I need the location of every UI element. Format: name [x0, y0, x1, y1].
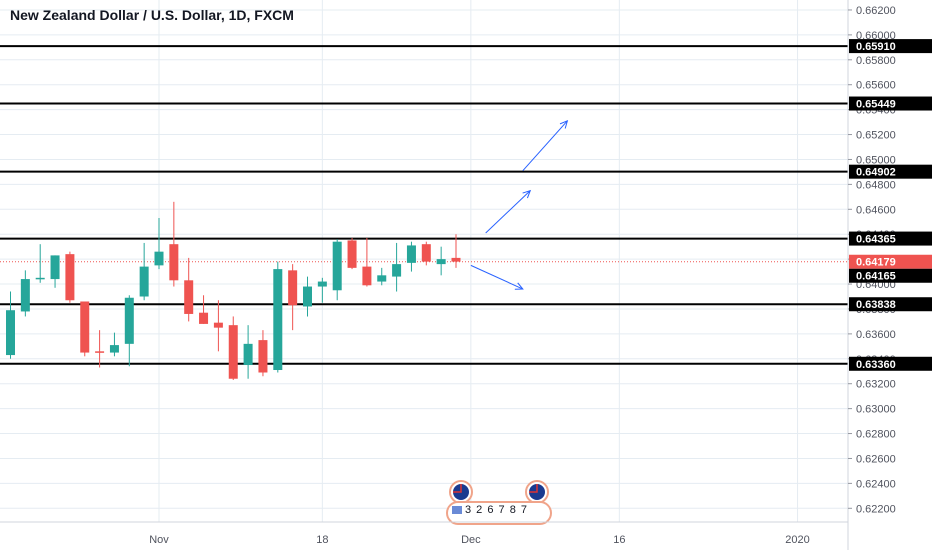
level-price-label-box: [849, 297, 932, 312]
candle-body: [243, 343, 253, 366]
candle-body: [303, 286, 312, 307]
projection-arrow-head: [522, 189, 532, 199]
candle-body: [50, 255, 60, 280]
projection-arrow-shaft: [522, 120, 568, 172]
candle-body: [154, 251, 164, 266]
y-tick-label: 0.62600: [856, 453, 896, 465]
event-counter-pill: [446, 501, 552, 525]
candle-body: [362, 266, 372, 286]
candle-body: [109, 345, 119, 353]
candle-body: [139, 266, 149, 297]
x-tick-label: 16: [613, 534, 625, 546]
y-tick-label: 0.65200: [856, 130, 896, 142]
projection-arrow-shaft: [485, 190, 531, 234]
last-price-label-box: [849, 254, 932, 269]
last-price-label: 0.64179: [856, 257, 896, 269]
level-price-label-box: [849, 39, 932, 54]
y-tick-label: 0.62400: [856, 478, 896, 490]
level-price-label: 0.63838: [856, 299, 896, 311]
y-tick-label: 0.63600: [856, 329, 896, 341]
candle-body: [80, 301, 90, 353]
event-flag-cross: [453, 484, 462, 493]
level-price-label-box: [849, 96, 932, 111]
x-tick-label: Dec: [461, 534, 481, 546]
y-tick-label: 0.62200: [856, 503, 896, 515]
candle-body: [124, 297, 134, 344]
candle-body: [184, 280, 194, 314]
calendar-icon: [452, 506, 462, 514]
y-tick-label: 0.64600: [856, 204, 896, 216]
candle-body: [392, 264, 402, 277]
candle-body: [317, 281, 327, 287]
y-tick-label: 0.64800: [856, 179, 896, 191]
projection-arrow-head: [559, 119, 569, 129]
candle-body: [169, 244, 179, 281]
chart-title: New Zealand Dollar / U.S. Dollar, 1D, FX…: [10, 7, 294, 23]
candle-body: [406, 245, 416, 263]
x-tick-label: Nov: [149, 534, 169, 546]
candle-body: [213, 322, 223, 328]
y-tick-label: 0.66000: [856, 30, 896, 42]
projection-arrow-head: [514, 282, 524, 290]
x-tick-label: 2020: [785, 534, 809, 546]
y-tick-label: 0.63000: [856, 404, 896, 416]
level-lines: [0, 45, 848, 365]
event-flag-cross: [529, 484, 538, 493]
candle-body: [20, 279, 30, 312]
candle-body: [377, 275, 387, 282]
event-count-text: 3 2 6 7 8 7: [465, 504, 528, 516]
projection-arrows: [470, 119, 569, 290]
event-badges: 3 2 6 7 8 7: [446, 480, 552, 525]
level-price-label-box: [849, 231, 932, 246]
level-price-label: 0.63360: [856, 359, 896, 371]
previous-close-label-box: [849, 268, 932, 283]
y-tick-label: 0.66200: [856, 5, 896, 17]
level-price-label-box: [849, 356, 932, 371]
level-price-label: 0.64902: [856, 167, 896, 179]
candle-body: [199, 312, 209, 324]
candle-body: [95, 351, 105, 353]
candle-body: [451, 257, 461, 262]
previous-close-label: 0.64165: [856, 271, 896, 283]
candle-body: [65, 254, 75, 301]
candle-body: [347, 240, 357, 268]
level-price-label: 0.65449: [856, 99, 896, 111]
candle-body: [228, 325, 238, 379]
y-tick-label: 0.65800: [856, 55, 896, 67]
level-price-label-box: [849, 164, 932, 179]
time-axis: Nov 18 Dec 16 2020: [0, 521, 848, 546]
candle-body: [436, 259, 446, 265]
candle-body: [35, 277, 45, 280]
y-tick-label: 0.63200: [856, 379, 896, 391]
y-tick-label: 0.65000: [856, 154, 896, 166]
level-price-label: 0.64365: [856, 234, 896, 246]
level-price-label: 0.65910: [856, 41, 896, 53]
candle-body: [332, 241, 342, 291]
y-tick-label: 0.62800: [856, 429, 896, 441]
candles-layer: [6, 201, 461, 380]
candle-body: [6, 310, 15, 356]
candle-body: [273, 269, 283, 371]
candle-body: [258, 340, 268, 373]
y-tick-label: 0.65600: [856, 80, 896, 92]
candle-body: [421, 244, 431, 262]
x-tick-label: 18: [316, 534, 328, 546]
candle-body: [288, 270, 298, 306]
projection-arrow-shaft: [470, 264, 524, 290]
price-axis: 0.662000.660000.658000.656000.654000.652…: [847, 0, 932, 550]
